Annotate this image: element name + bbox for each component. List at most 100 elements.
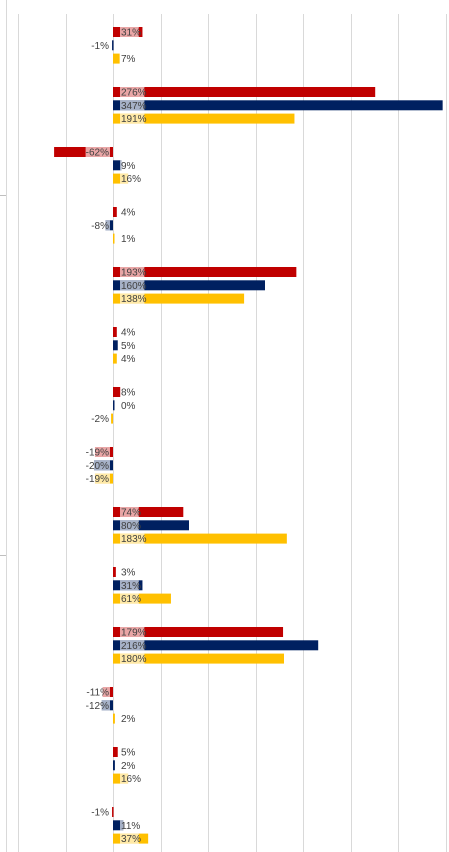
bar-group1-series1 bbox=[113, 100, 443, 111]
data-label-bg-group2-series2 bbox=[120, 173, 139, 184]
data-label-group6-series0: 8% bbox=[121, 388, 136, 399]
data-label-group7-series2: -19% bbox=[86, 474, 109, 485]
data-label-bg-group10-series1 bbox=[120, 640, 145, 651]
data-label-bg-group6-series2 bbox=[91, 413, 110, 424]
bar-group5-series1 bbox=[113, 340, 118, 351]
bar-group13-series1 bbox=[113, 820, 124, 831]
data-label-bg-group3-series1 bbox=[91, 220, 110, 231]
bar-group10-series1 bbox=[113, 640, 319, 651]
data-label-group2-series1: 9% bbox=[121, 161, 136, 172]
data-label-bg-group2-series0 bbox=[85, 147, 110, 157]
bar-group6-series2 bbox=[111, 413, 113, 424]
data-label-group11-series1: -12% bbox=[86, 701, 109, 712]
bar-group9-series0 bbox=[113, 567, 116, 577]
data-label-group5-series0: 4% bbox=[121, 328, 136, 339]
data-label-bg-group7-series0 bbox=[85, 447, 110, 457]
bar-group0-series2 bbox=[113, 53, 120, 64]
data-label-bg-group12-series2 bbox=[120, 773, 139, 784]
data-label-bg-group2-series1 bbox=[120, 160, 134, 171]
data-label-group0-series2: 7% bbox=[121, 54, 136, 65]
data-label-bg-group1-series2 bbox=[120, 113, 145, 124]
data-label-group7-series1: -20% bbox=[86, 461, 109, 472]
data-label-group5-series2: 4% bbox=[121, 354, 136, 365]
data-label-group12-series1: 2% bbox=[121, 761, 136, 772]
data-label-group9-series0: 3% bbox=[121, 568, 136, 579]
data-label-bg-group10-series0 bbox=[120, 627, 145, 637]
bar-group0-series1 bbox=[112, 40, 114, 51]
bar-group8-series0 bbox=[113, 507, 184, 517]
bar-group5-series2 bbox=[113, 353, 117, 364]
bar-group6-series0 bbox=[113, 387, 121, 397]
data-label-bg-group1-series1 bbox=[120, 100, 145, 111]
data-label-bg-group10-series2 bbox=[120, 653, 145, 664]
data-label-bg-group4-series2 bbox=[120, 293, 145, 304]
data-label-group13-series1: 11% bbox=[121, 821, 140, 832]
data-label-bg-group8-series0 bbox=[120, 507, 139, 517]
bars bbox=[54, 27, 443, 844]
data-label-bg-group0-series1 bbox=[91, 40, 110, 51]
data-label-bg-group6-series1 bbox=[120, 400, 134, 411]
data-label-bg-group13-series1 bbox=[120, 820, 139, 831]
bar-group4-series1 bbox=[113, 280, 265, 291]
bar-group6-series1 bbox=[113, 400, 115, 411]
data-label-bg-group9-series0 bbox=[120, 567, 134, 577]
bar-group8-series1 bbox=[113, 520, 189, 531]
bar-group3-series2 bbox=[113, 233, 115, 244]
data-label-bg-group4-series0 bbox=[120, 267, 145, 277]
data-label-bg-group7-series1 bbox=[85, 460, 110, 471]
bar-group1-series0 bbox=[113, 87, 376, 97]
data-label-bg-group5-series2 bbox=[120, 353, 134, 364]
data-label-bg-group11-series1 bbox=[85, 700, 110, 711]
bar-group12-series1 bbox=[113, 760, 115, 771]
data-label-bg-group11-series0 bbox=[85, 687, 110, 697]
data-label-group2-series2: 16% bbox=[121, 174, 141, 185]
bar-group4-series2 bbox=[113, 293, 245, 304]
data-label-group1-series2: 191% bbox=[121, 114, 147, 125]
bar-group5-series0 bbox=[113, 327, 117, 337]
data-label-group3-series1: -8% bbox=[91, 221, 109, 232]
bar-group2-series0 bbox=[54, 147, 113, 157]
data-label-group2-series0: -62% bbox=[86, 148, 109, 159]
data-label-bg-group12-series1 bbox=[120, 760, 134, 771]
data-label-group4-series0: 193% bbox=[121, 268, 147, 279]
data-label-bg-group11-series2 bbox=[120, 713, 134, 724]
data-label-bg-group0-series2 bbox=[120, 53, 134, 64]
data-label-group11-series0: -11% bbox=[86, 688, 109, 699]
data-label-group4-series1: 160% bbox=[121, 281, 147, 292]
data-label-group1-series1: 347% bbox=[121, 101, 147, 112]
data-label-group0-series0: 31% bbox=[121, 28, 141, 39]
data-label-bg-group5-series0 bbox=[120, 327, 134, 337]
bar-group1-series2 bbox=[113, 113, 295, 124]
data-label-bg-group3-series2 bbox=[120, 233, 134, 244]
data-label-bg-group0-series0 bbox=[120, 27, 139, 37]
data-label-bg-group8-series2 bbox=[120, 533, 145, 544]
data-label-group6-series2: -2% bbox=[91, 414, 109, 425]
data-label-group6-series1: 0% bbox=[121, 401, 136, 412]
data-label-group7-series0: -19% bbox=[86, 448, 109, 459]
data-label-bg-group4-series1 bbox=[120, 280, 145, 291]
data-label-group3-series0: 4% bbox=[121, 208, 136, 219]
data-label-group13-series2: 37% bbox=[121, 834, 141, 845]
data-label-group8-series2: 183% bbox=[121, 534, 147, 545]
data-label-group9-series2: 61% bbox=[121, 594, 141, 605]
data-label-group13-series0: -1% bbox=[91, 808, 109, 819]
data-label-group12-series0: 5% bbox=[121, 748, 136, 759]
data-label-bg-group13-series0 bbox=[91, 807, 110, 817]
data-label-bg-group9-series1 bbox=[120, 580, 139, 591]
data-label-group10-series0: 179% bbox=[121, 628, 147, 639]
bar-group12-series0 bbox=[113, 747, 118, 757]
data-label-group3-series2: 1% bbox=[121, 234, 136, 245]
data-label-group9-series1: 31% bbox=[121, 581, 141, 592]
bar-group10-series0 bbox=[113, 627, 284, 637]
data-label-bg-group3-series0 bbox=[120, 207, 134, 217]
data-label-group1-series0: 276% bbox=[121, 88, 147, 99]
data-label-group5-series1: 5% bbox=[121, 341, 136, 352]
data-label-bg-group6-series0 bbox=[120, 387, 134, 397]
data-label-group12-series2: 16% bbox=[121, 774, 141, 785]
data-label-group11-series2: 2% bbox=[121, 714, 136, 725]
bar-group9-series2 bbox=[113, 593, 171, 604]
bar-group11-series2 bbox=[113, 713, 115, 724]
